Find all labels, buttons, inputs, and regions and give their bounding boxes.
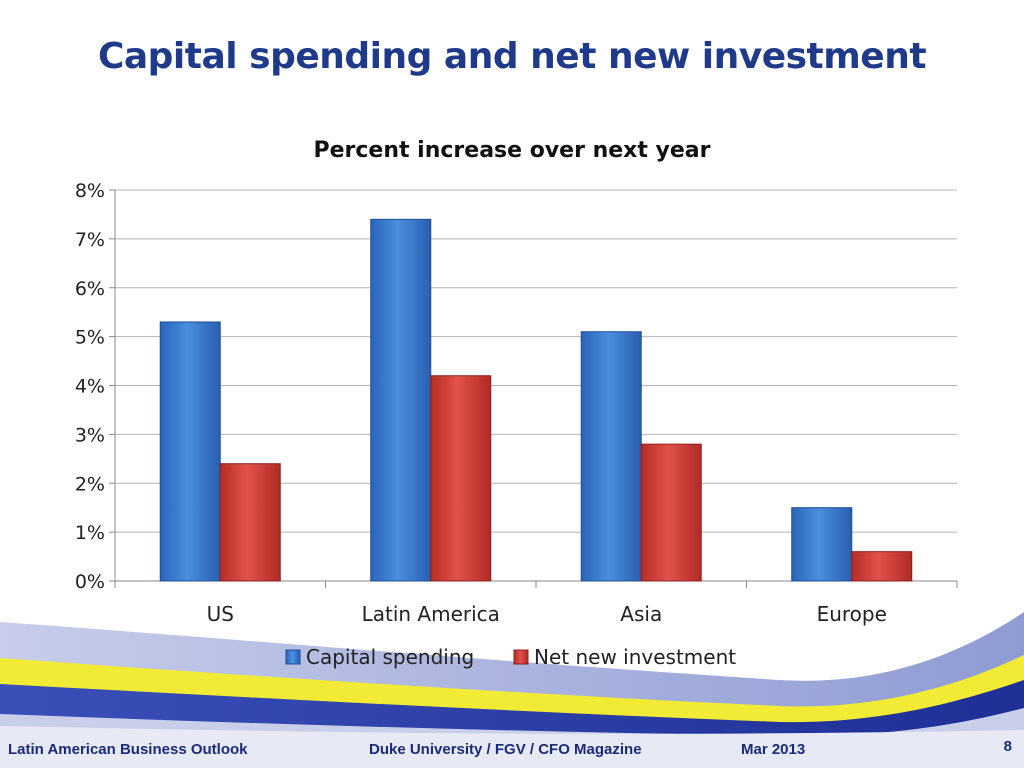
y-tick-label: 3%	[75, 424, 105, 446]
y-tick-label: 0%	[75, 571, 105, 593]
y-axis-tick-labels: 0% 1% 2% 3% 4% 5% 6% 7% 8%	[75, 180, 105, 593]
y-tick-label: 8%	[75, 180, 105, 202]
chart-bars	[159, 218, 913, 582]
bar-capital-spending	[580, 331, 642, 582]
bar-capital-spending	[791, 507, 853, 582]
footer-decoration	[0, 612, 1024, 768]
legend-label: Net new investment	[534, 645, 736, 669]
y-tick-label: 2%	[75, 473, 105, 495]
bar-capital-spending	[159, 321, 221, 582]
legend-swatch	[285, 649, 301, 665]
bar-capital-spending	[370, 218, 432, 582]
footer-date: Mar 2013	[741, 741, 806, 758]
x-category-label: Europe	[817, 602, 887, 626]
y-tick-label: 6%	[75, 278, 105, 300]
bar-net-new-investment	[640, 443, 702, 582]
legend-swatch	[513, 649, 529, 665]
bar-net-new-investment	[219, 463, 281, 582]
footer-source-title: Latin American Business Outlook	[8, 741, 248, 758]
chart-title: Percent increase over next year	[313, 138, 710, 163]
bar-net-new-investment	[851, 551, 913, 582]
x-category-label: Asia	[620, 602, 662, 626]
page-number: 8	[1003, 738, 1012, 755]
chart-legend: Capital spending Net new investment	[285, 645, 736, 669]
x-category-label: Latin America	[362, 602, 500, 626]
y-tick-label: 4%	[75, 376, 105, 398]
footer-publishers: Duke University / FGV / CFO Magazine	[369, 741, 642, 758]
slide-title: Capital spending and net new investment	[97, 36, 927, 77]
y-tick-label: 1%	[75, 522, 105, 544]
x-axis-category-labels: US Latin America Asia Europe	[207, 602, 887, 626]
y-tick-label: 5%	[75, 327, 105, 349]
bar-net-new-investment	[430, 375, 492, 582]
legend-label: Capital spending	[306, 645, 474, 669]
x-category-label: US	[207, 602, 234, 626]
y-tick-label: 7%	[75, 229, 105, 251]
